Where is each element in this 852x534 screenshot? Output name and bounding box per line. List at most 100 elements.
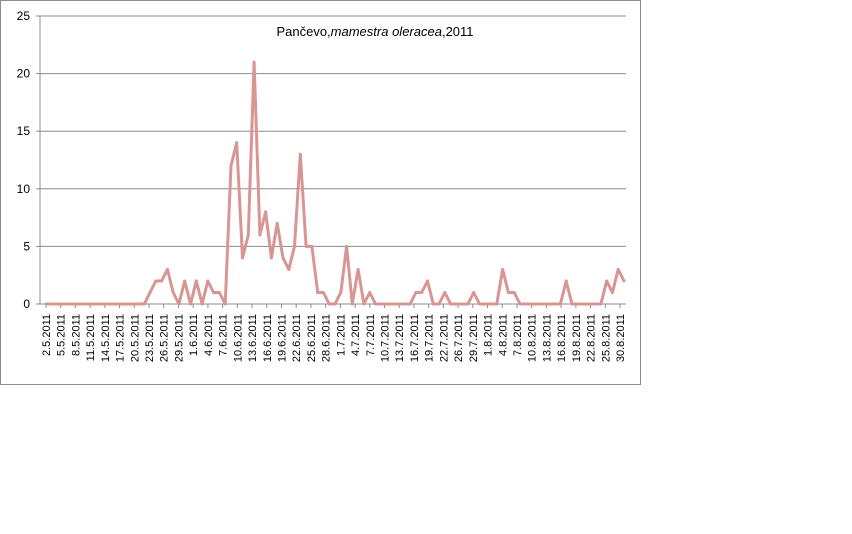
y-axis-ticks: 0 5 10 15 20 25 <box>17 9 40 311</box>
data-point <box>131 302 135 306</box>
data-point <box>189 302 192 306</box>
x-tick-label: 26.7.2011 <box>453 314 465 362</box>
data-point <box>373 302 377 306</box>
data-point <box>136 302 140 306</box>
x-tick-label: 1.6.2011 <box>188 314 200 356</box>
data-point <box>61 302 65 306</box>
data-point <box>593 302 597 306</box>
data-point <box>495 302 499 306</box>
data-point <box>472 290 476 294</box>
data-point <box>599 302 603 306</box>
data-point <box>454 302 458 306</box>
data-point <box>605 279 609 283</box>
data-point <box>298 152 302 156</box>
data-point <box>414 290 418 294</box>
data-point <box>90 302 94 306</box>
data-point <box>449 302 453 306</box>
x-tick-label: 13.6.2011 <box>247 314 259 362</box>
data-point <box>622 279 626 283</box>
data-point <box>541 302 545 306</box>
data-point <box>345 244 349 248</box>
data-point <box>56 302 60 306</box>
data-point <box>501 267 505 271</box>
data-point <box>570 302 574 306</box>
data-point <box>362 302 366 306</box>
x-tick-label: 10.6.2011 <box>232 314 244 362</box>
axes <box>39 16 626 305</box>
x-tick-label: 4.8.2011 <box>497 314 509 356</box>
data-point <box>50 302 54 306</box>
data-point <box>564 279 568 283</box>
data-point <box>478 302 481 306</box>
data-point <box>258 233 262 237</box>
data-point <box>310 244 314 248</box>
title-part-1: Pančevo, <box>276 24 330 39</box>
x-tick-label: 22.8.2011 <box>586 314 598 362</box>
x-tick-label: 17.5.2011 <box>115 314 127 362</box>
data-point <box>44 302 48 306</box>
data-point <box>200 302 204 306</box>
chart-frame <box>0 0 641 385</box>
data-point <box>269 256 273 260</box>
data-point <box>171 290 175 294</box>
data-point <box>293 244 297 248</box>
data-point <box>582 302 586 306</box>
x-tick-label: 8.5.2011 <box>70 314 82 356</box>
data-point <box>229 164 233 168</box>
data-point <box>506 290 510 294</box>
x-tick-label: 30.8.2011 <box>615 314 627 362</box>
data-point <box>275 221 279 225</box>
data-point <box>217 290 221 294</box>
x-tick-label: 25.6.2011 <box>306 314 318 362</box>
data-point <box>443 290 447 294</box>
data-point <box>518 302 522 306</box>
data-points <box>44 60 626 306</box>
x-tick-label: 19.6.2011 <box>276 314 288 362</box>
data-point <box>425 279 429 283</box>
title-part-2: mamestra oleracea <box>331 24 442 39</box>
data-point <box>206 279 210 283</box>
data-point <box>558 302 562 306</box>
data-point <box>350 302 354 306</box>
data-point <box>535 302 539 306</box>
data-point <box>431 302 435 306</box>
x-tick-label: 16.7.2011 <box>409 314 421 362</box>
x-tick-label: 26.5.2011 <box>159 314 171 362</box>
data-point <box>385 302 389 306</box>
data-point <box>154 279 158 283</box>
data-point <box>576 302 580 306</box>
data-point <box>177 302 181 306</box>
x-tick-label: 29.7.2011 <box>468 314 480 362</box>
data-point <box>67 302 71 306</box>
data-point <box>489 302 493 306</box>
data-point <box>402 302 406 306</box>
x-tick-label: 13.7.2011 <box>394 314 406 362</box>
data-point <box>241 256 245 260</box>
x-tick-label: 7.7.2011 <box>365 314 377 356</box>
data-point <box>160 279 164 283</box>
data-point <box>530 302 534 306</box>
data-point <box>212 290 216 294</box>
x-tick-label: 2.5.2011 <box>41 314 53 356</box>
data-point <box>235 141 239 145</box>
data-point <box>512 290 516 294</box>
data-point <box>96 302 100 306</box>
x-axis-ticks: 2.5.2011 5.5.2011 8.5.2011 11.5.2011 14.5.20… <box>41 304 627 362</box>
data-point <box>287 267 291 271</box>
x-tick-label: 22.6.2011 <box>291 314 303 362</box>
y-tick-label: 0 <box>23 297 30 311</box>
x-tick-label: 11.5.2011 <box>85 314 97 361</box>
data-point <box>84 302 88 306</box>
data-point <box>148 290 152 294</box>
x-tick-label: 20.5.2011 <box>129 314 141 362</box>
data-point <box>119 302 123 306</box>
data-point <box>356 267 360 271</box>
y-tick-label: 5 <box>23 239 30 253</box>
x-tick-label: 5.5.2011 <box>56 314 68 356</box>
y-tick-label: 25 <box>17 9 31 23</box>
data-point <box>321 290 325 294</box>
x-tick-label: 22.7.2011 <box>438 314 450 362</box>
gridlines <box>40 15 626 247</box>
data-point <box>391 302 395 306</box>
